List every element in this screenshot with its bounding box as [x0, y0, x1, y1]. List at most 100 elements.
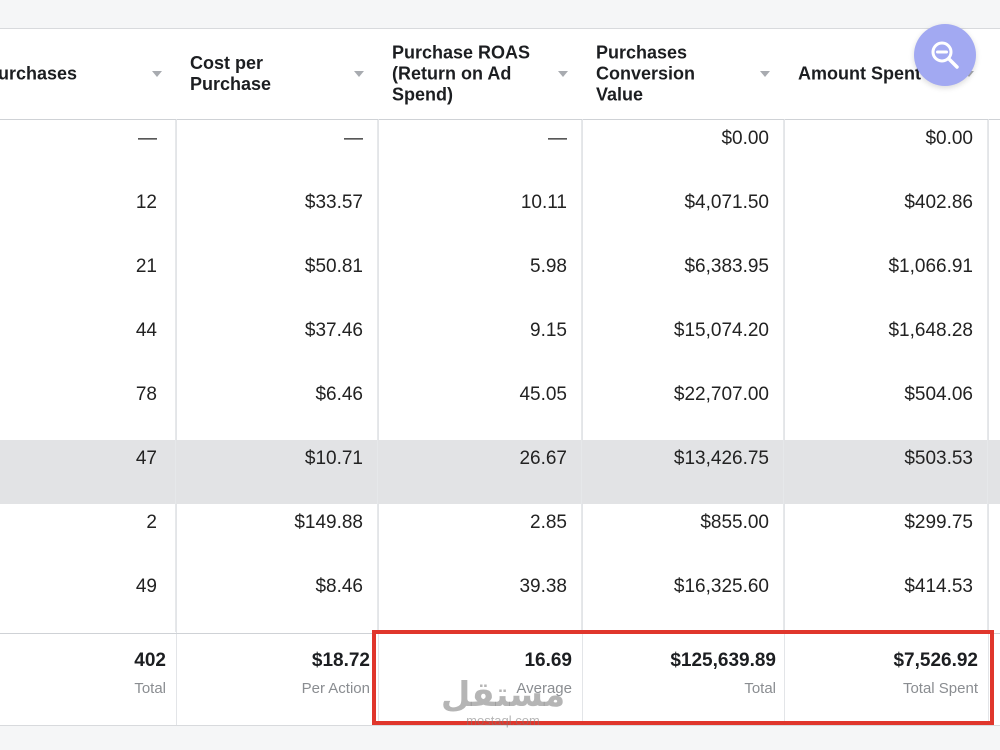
cell-value: $15,074.20 [673, 320, 769, 341]
cell-amount-spent: $0.00 [784, 120, 988, 184]
column-divider [378, 119, 379, 725]
cell-value: 2 [146, 512, 157, 533]
cell-purchases: 78 [0, 376, 176, 440]
table-row[interactable]: 12 $33.57 10.11 $4,071.50 $402.86 [0, 184, 1000, 248]
cell-amount-spent: $503.53 [784, 440, 988, 504]
cell-conversion-value: $15,074.20 [582, 312, 784, 376]
cell-amount-spent: $1,648.28 [784, 312, 988, 376]
column-header-purchase-roas[interactable]: Purchase ROAS (Return on Ad Spend) [378, 29, 583, 120]
cell-value: $503.53 [904, 448, 973, 469]
cell-purchases: — [0, 120, 176, 184]
cell-conversion-value: $6,383.95 [582, 248, 784, 312]
cell-purchase-roas: — [378, 120, 582, 184]
cell-value: 5.98 [530, 256, 567, 277]
total-value: $7,526.92 [893, 650, 978, 671]
cell-value: 12 [135, 192, 157, 213]
table-row[interactable]: 2 $149.88 2.85 $855.00 $299.75 [0, 504, 1000, 568]
cell-amount-spent: $299.75 [784, 504, 988, 568]
table-row[interactable]: — — — $0.00 $0.00 [0, 120, 1000, 184]
total-purchases: 402 Total [0, 634, 176, 726]
cell-value: $6,383.95 [684, 256, 769, 277]
cell-value: $33.57 [304, 192, 363, 213]
cell-amount-spent: $402.86 [784, 184, 988, 248]
cell-value: $0.00 [721, 128, 769, 149]
cell-value: 49 [135, 576, 157, 597]
cell-value: $50.81 [304, 256, 363, 277]
watermark-latin: mostaql.com [466, 713, 540, 728]
zoom-out-button[interactable] [914, 24, 976, 86]
cell-value: $149.88 [294, 512, 363, 533]
total-label: Total [744, 680, 776, 697]
total-amount-spent: $7,526.92 Total Spent [784, 634, 988, 726]
cell-value: $1,066.91 [888, 256, 973, 277]
total-purchase-roas: 16.69 Average [378, 634, 582, 726]
cell-amount-spent: $1,066.91 [784, 248, 988, 312]
cell-cost-per-purchase: $6.46 [176, 376, 378, 440]
cell-conversion-value: $0.00 [582, 120, 784, 184]
cell-value: $414.53 [904, 576, 973, 597]
cell-purchases: 44 [0, 312, 176, 376]
report-table: urchases Cost per Purchase Purchase ROAS… [0, 28, 1000, 726]
total-label: Per Action [301, 680, 370, 697]
column-header-cost-per-purchase[interactable]: Cost per Purchase [176, 29, 379, 120]
cell-conversion-value: $4,071.50 [582, 184, 784, 248]
cell-value: 45.05 [519, 384, 567, 405]
cell-conversion-value: $13,426.75 [582, 440, 784, 504]
cell-value: 39.38 [519, 576, 567, 597]
table-row[interactable]: 78 $6.46 45.05 $22,707.00 $504.06 [0, 376, 1000, 440]
cell-value: $504.06 [904, 384, 973, 405]
mostaql-watermark: مستقل mostaql.com [438, 676, 568, 732]
cell-conversion-value: $22,707.00 [582, 376, 784, 440]
cell-cost-per-purchase: — [176, 120, 378, 184]
totals-row: 402 Total $18.72 Per Action 16.69 Averag… [0, 633, 1000, 726]
column-header-conversion-value[interactable]: Purchases Conversion Value [582, 29, 785, 120]
column-header-purchases[interactable]: urchases [0, 29, 177, 120]
table-row[interactable]: 44 $37.46 9.15 $15,074.20 $1,648.28 [0, 312, 1000, 376]
cell-value: 2.85 [530, 512, 567, 533]
cell-value: 9.15 [530, 320, 567, 341]
total-label: Average [516, 680, 572, 697]
table-row[interactable]: 49 $8.46 39.38 $16,325.60 $414.53 [0, 568, 1000, 632]
cell-amount-spent: $414.53 [784, 568, 988, 632]
cell-purchase-roas: 2.85 [378, 504, 582, 568]
cell-purchase-roas: 39.38 [378, 568, 582, 632]
column-header-label: Amount Spent [798, 63, 921, 84]
watermark-arabic: مستقل [440, 675, 566, 715]
total-cost-per-purchase: $18.72 Per Action [176, 634, 378, 726]
total-label: Total Spent [902, 680, 978, 697]
cell-cost-per-purchase: $149.88 [176, 504, 378, 568]
cell-purchases: 2 [0, 504, 176, 568]
cell-purchase-roas: 10.11 [378, 184, 582, 248]
total-value: $18.72 [311, 650, 370, 671]
sort-caret-icon[interactable] [760, 71, 770, 77]
cell-value: $6.46 [315, 384, 363, 405]
table-row[interactable]: 21 $50.81 5.98 $6,383.95 $1,066.91 [0, 248, 1000, 312]
column-divider [784, 119, 785, 725]
cell-value: $4,071.50 [684, 192, 769, 213]
cell-value: 21 [135, 256, 157, 277]
table-row[interactable]: 47 $10.71 26.67 $13,426.75 $503.53 [0, 440, 1000, 504]
cell-value: — [138, 128, 157, 149]
cell-purchases: 47 [0, 440, 176, 504]
cell-value: 47 [135, 448, 157, 469]
cell-purchases: 12 [0, 184, 176, 248]
cell-purchases: 49 [0, 568, 176, 632]
sort-caret-icon[interactable] [558, 71, 568, 77]
sort-caret-icon[interactable] [152, 71, 162, 77]
column-divider [582, 119, 583, 725]
column-header-overflow [988, 29, 1000, 120]
cell-purchase-roas: 9.15 [378, 312, 582, 376]
cell-value: $37.46 [304, 320, 363, 341]
total-value: 16.69 [524, 650, 572, 671]
column-header-label: Purchases Conversion Value [596, 42, 696, 105]
cell-value: $0.00 [925, 128, 973, 149]
cell-value: $299.75 [904, 512, 973, 533]
cell-conversion-value: $855.00 [582, 504, 784, 568]
totals-highlight-box [372, 630, 994, 725]
cell-cost-per-purchase: $33.57 [176, 184, 378, 248]
sort-caret-icon[interactable] [354, 71, 364, 77]
cell-value: $22,707.00 [673, 384, 769, 405]
cell-value: — [344, 128, 363, 149]
cell-value: 44 [135, 320, 157, 341]
cell-value: 26.67 [519, 448, 567, 469]
